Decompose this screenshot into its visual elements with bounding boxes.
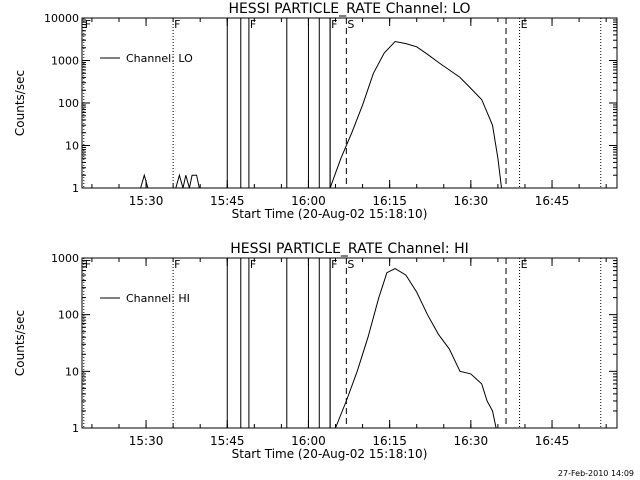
panel-2-marker-label: F xyxy=(250,258,256,271)
panel-1-marker-label: F xyxy=(250,18,256,31)
panel-1-x-tick-label: 16:30 xyxy=(454,194,489,208)
panel-1-y-tick-label: 10 xyxy=(65,140,79,153)
panel-2-y-tick-label: 1000 xyxy=(51,252,79,265)
panel-2-marker-label: E xyxy=(521,258,528,271)
panel-2-x-tick-label: 15:30 xyxy=(129,434,164,448)
panel-2-y-tick-label: 1 xyxy=(72,422,79,435)
panel-2-x-tick-label: 16:00 xyxy=(291,434,326,448)
panel-2-y-axis-label: Counts/sec xyxy=(13,310,27,376)
footer-timestamp: 27-Feb-2010 14:09 xyxy=(557,469,634,478)
panel-2-y-tick-label: 10 xyxy=(65,365,79,378)
panel-1-x-tick-label: 16:00 xyxy=(291,194,326,208)
panel-2-x-tick-label: 16:15 xyxy=(372,434,407,448)
panel-2-marker-label: F xyxy=(331,258,337,271)
panel-2-x-tick-label: 16:30 xyxy=(454,434,489,448)
panel-1-marker-label: S xyxy=(347,18,354,31)
panel-1-y-tick-label: 10000 xyxy=(44,12,79,25)
panel-2-marker-label: S xyxy=(347,258,354,271)
panel-2-plot-frame xyxy=(81,257,618,429)
panel-1-plot-frame xyxy=(81,17,618,189)
panel-1-marker-label: F xyxy=(331,18,337,31)
panel-1-y-tick-label: 100 xyxy=(58,97,79,110)
panel-2-marker-label: F xyxy=(85,258,91,271)
panel-1-marker-label: F xyxy=(174,18,180,31)
panel-1-y-axis-label: Counts/sec xyxy=(13,70,27,136)
panel-1-x-tick-label: 16:15 xyxy=(372,194,407,208)
panel-2-chart-title: HESSI PARTICLE_RATE Channel: HI xyxy=(230,241,468,257)
panel-1-legend-label: Channel: LO xyxy=(126,52,193,65)
panel-1-x-tick-label: 15:45 xyxy=(210,194,245,208)
panel-1-x-tick-label: 15:30 xyxy=(129,194,164,208)
panel-1-chart-title: HESSI PARTICLE_RATE Channel: LO xyxy=(228,1,470,17)
panel-2-y-tick-label: 100 xyxy=(58,309,79,322)
panel-1-x-tick-label: 16:45 xyxy=(535,194,570,208)
panel-2-marker-label: F xyxy=(174,258,180,271)
panel-2-x-tick-label: 16:45 xyxy=(535,434,570,448)
panel-2-series-line xyxy=(335,268,497,429)
panel-1-y-tick-label: 1 xyxy=(72,182,79,195)
panel-1-x-axis-label: Start Time (20-Aug-02 15:18:10) xyxy=(232,207,428,221)
panel-1-y-tick-label: 1000 xyxy=(51,55,79,68)
panel-2-x-axis-label: Start Time (20-Aug-02 15:18:10) xyxy=(232,447,428,461)
panel-2-x-tick-label: 15:45 xyxy=(210,434,245,448)
panel-1-series-line xyxy=(140,40,502,189)
panel-1-marker-label: F xyxy=(85,18,91,31)
panel-1-marker-label: E xyxy=(521,18,528,31)
panel-2-legend-label: Channel: HI xyxy=(126,292,190,305)
